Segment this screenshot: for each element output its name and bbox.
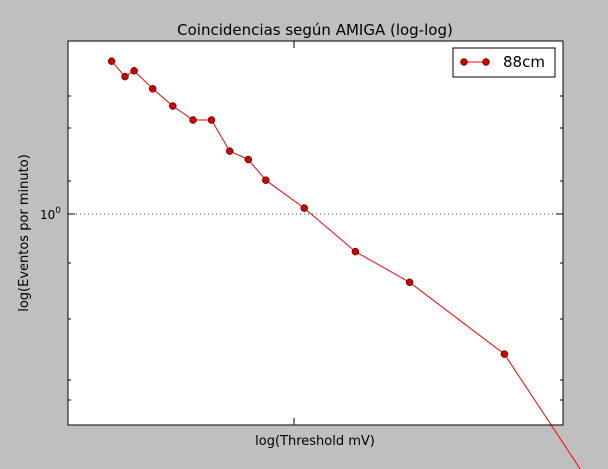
plot-area [68, 41, 563, 425]
plot-frame [67, 40, 564, 426]
data-point-4 [169, 102, 177, 110]
data-point-0 [107, 57, 116, 65]
legend-label: 88cm [503, 53, 545, 71]
y-tick-label: 100 [40, 206, 61, 222]
data-point-10 [300, 204, 308, 212]
major-ticks [68, 41, 563, 425]
data-point-5 [189, 116, 197, 124]
series-layer [107, 57, 581, 469]
legend-marker [482, 58, 490, 66]
legend-marker [460, 58, 468, 66]
data-point-12 [405, 278, 414, 287]
data-point-6 [207, 116, 216, 124]
data-point-8 [244, 155, 253, 164]
data-point-1 [121, 72, 129, 81]
data-point-13 [500, 350, 509, 358]
legend: 88cm [452, 47, 556, 78]
data-point-11 [351, 247, 360, 256]
x-axis-label: log(Threshold mV) [255, 434, 375, 449]
y-axis-label: log(Eventos por minuto) [17, 154, 32, 312]
data-point-9 [262, 176, 270, 184]
data-point-2 [130, 67, 138, 75]
data-point-7 [225, 147, 234, 155]
chart-title: Coincidencias según AMIGA (log-log) [177, 21, 453, 39]
data-point-3 [148, 85, 157, 93]
